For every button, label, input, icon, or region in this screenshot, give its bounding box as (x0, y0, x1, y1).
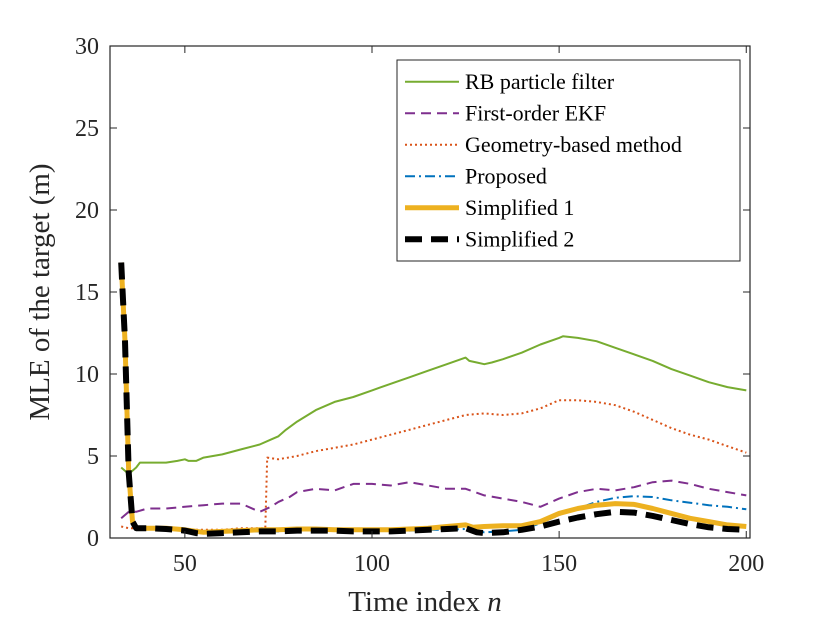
x-tick-label: 200 (728, 551, 764, 577)
y-tick-label: 20 (75, 198, 99, 224)
series-line-6 (118, 262, 747, 537)
legend: RB particle filter First-order EKF Geometr… (396, 59, 741, 262)
y-axis-title: MLE of the target (m) (24, 163, 56, 420)
x-axis-title-text: Time index (348, 586, 487, 618)
y-tick-label: 0 (87, 526, 99, 552)
legend-label-2: First-order EKF (465, 100, 606, 125)
y-tick-label: 10 (75, 362, 99, 388)
series-line-5 (118, 262, 747, 535)
series-line-1 (120, 335, 747, 475)
series-layer (118, 262, 747, 537)
legend-label-4: Proposed (465, 163, 547, 188)
legend-label-3: Geometry-based method (465, 132, 682, 157)
x-axis-title-var: n (487, 586, 502, 618)
legend-label-6: Simplified 2 (465, 226, 574, 251)
x-axis-title: Time index n (348, 586, 502, 618)
series-line-2 (120, 479, 747, 520)
y-tick-label: 30 (75, 34, 99, 60)
legend-box (396, 59, 741, 262)
y-tick-label: 25 (75, 116, 99, 142)
y-tick-label: 5 (87, 444, 99, 470)
x-tick-label: 100 (354, 551, 390, 577)
series-line-4 (120, 262, 747, 535)
legend-label-5: Simplified 1 (465, 195, 574, 220)
legend-label-1: RB particle filter (465, 69, 615, 94)
legend-items: RB particle filter First-order EKF Geometr… (405, 69, 682, 251)
y-tick-label: 15 (75, 280, 99, 306)
x-tick-label: 150 (541, 551, 577, 577)
x-tick-label: 50 (173, 551, 197, 577)
ticks-layer: 50 100 150 200 0 5 10 15 20 25 30 (75, 34, 764, 577)
